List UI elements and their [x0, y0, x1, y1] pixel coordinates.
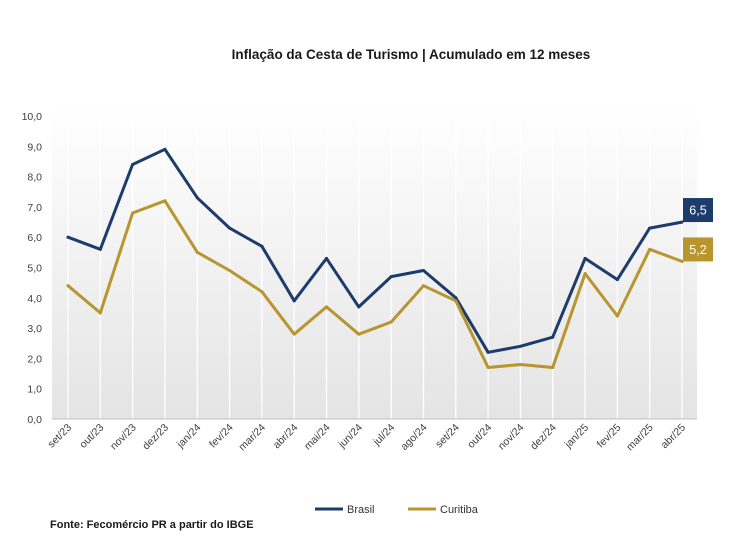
- x-tick-label: jan/25: [562, 422, 592, 452]
- x-axis-ticks: set/23 out/23 nov/23 dez/23 jan/24 fev/24 mar/…: [45, 422, 688, 454]
- end-label-box-curitiba: [683, 237, 713, 262]
- y-tick-label: 5,0: [27, 263, 42, 275]
- y-tick-label: 7,0: [27, 202, 42, 214]
- data-point-brasil: [583, 256, 587, 260]
- data-point-brasil: [615, 278, 619, 282]
- data-point-brasil: [325, 256, 329, 260]
- x-tick-label: out/23: [77, 422, 106, 451]
- plot-area: [52, 104, 697, 419]
- y-tick-label: 9,0: [27, 141, 42, 153]
- x-tick-label: dez/23: [140, 422, 171, 453]
- data-point-curitiba: [583, 272, 587, 276]
- y-tick-label: 10,0: [22, 111, 43, 123]
- x-tick-label: jul/24: [370, 422, 397, 449]
- data-point-brasil: [260, 244, 264, 248]
- end-label-box-brasil: [683, 198, 713, 223]
- x-tick-label: jan/24: [174, 422, 204, 452]
- y-tick-label: 8,0: [27, 172, 42, 184]
- y-axis-ticks: 0,0 1,0 2,0 3,0 4,0 5,0 6,0 7,0 8,0 9,0 10,0: [22, 111, 43, 426]
- data-point-curitiba: [260, 290, 264, 294]
- data-point-brasil: [195, 196, 199, 200]
- x-tick-label: fev/25: [595, 422, 624, 451]
- series-lines: [66, 147, 684, 369]
- data-point-brasil: [680, 220, 684, 224]
- x-tick-label: mai/24: [302, 422, 333, 453]
- data-point-brasil: [648, 226, 652, 230]
- data-point-curitiba: [292, 332, 296, 336]
- data-point-brasil: [228, 226, 232, 230]
- x-tick-label: nov/23: [108, 422, 139, 453]
- y-tick-label: 0,0: [27, 414, 42, 426]
- data-point-curitiba: [131, 211, 135, 215]
- y-tick-label: 2,0: [27, 353, 42, 365]
- series-line-curitiba: [66, 199, 684, 369]
- data-point-curitiba: [357, 332, 361, 336]
- data-point-brasil: [518, 344, 522, 348]
- legend-label-brasil: Brasil: [347, 504, 375, 516]
- y-tick-label: 4,0: [27, 293, 42, 305]
- x-tick-label: abr/25: [659, 422, 689, 452]
- data-point-brasil: [163, 147, 167, 151]
- chart-title: Inflação da Cesta de Turismo | Acumulado…: [232, 47, 591, 62]
- y-tick-label: 6,0: [27, 232, 42, 244]
- data-point-curitiba: [615, 314, 619, 318]
- x-tick-label: abr/24: [271, 422, 301, 452]
- x-tick-label: set/23: [45, 422, 74, 451]
- x-tick-label: out/24: [465, 422, 494, 451]
- data-point-curitiba: [648, 247, 652, 251]
- data-point-brasil: [66, 235, 70, 239]
- x-tick-label: mar/24: [236, 422, 268, 454]
- x-tick-label: mar/25: [624, 422, 656, 454]
- data-point-brasil: [389, 275, 393, 279]
- data-point-curitiba: [486, 365, 490, 369]
- legend: Brasil Curitiba: [315, 504, 479, 516]
- x-tick-label: dez/24: [528, 422, 559, 453]
- data-point-brasil: [131, 162, 135, 166]
- data-point-brasil: [551, 335, 555, 339]
- data-point-brasil: [98, 247, 102, 251]
- x-tick-label: fev/24: [207, 422, 236, 451]
- data-point-curitiba: [680, 259, 684, 263]
- data-point-curitiba: [421, 284, 425, 288]
- data-point-brasil: [421, 269, 425, 273]
- data-point-curitiba: [389, 320, 393, 324]
- y-tick-label: 3,0: [27, 323, 42, 335]
- x-tick-label: nov/24: [496, 422, 527, 453]
- data-point-curitiba: [454, 299, 458, 303]
- data-point-curitiba: [228, 269, 232, 273]
- data-point-brasil: [454, 296, 458, 300]
- data-point-curitiba: [195, 250, 199, 254]
- y-tick-label: 1,0: [27, 384, 42, 396]
- end-labels: 6,5 5,2: [683, 198, 713, 262]
- data-point-brasil: [292, 299, 296, 303]
- data-point-curitiba: [163, 199, 167, 203]
- data-point-curitiba: [518, 362, 522, 366]
- x-tick-label: jun/24: [336, 422, 366, 452]
- data-point-curitiba: [66, 284, 70, 288]
- series-line-brasil: [66, 147, 684, 354]
- legend-label-curitiba: Curitiba: [440, 504, 479, 516]
- x-tick-label: set/24: [433, 422, 462, 451]
- end-label-curitiba: 5,2: [689, 243, 706, 257]
- data-point-curitiba: [325, 305, 329, 309]
- x-tick-label: ago/24: [398, 422, 429, 453]
- end-label-brasil: 6,5: [689, 204, 706, 218]
- data-point-curitiba: [551, 365, 555, 369]
- data-point-brasil: [486, 350, 490, 354]
- data-point-brasil: [357, 305, 361, 309]
- data-point-curitiba: [98, 311, 102, 315]
- source-note: Fonte: Fecomércio PR a partir do IBGE: [50, 519, 254, 531]
